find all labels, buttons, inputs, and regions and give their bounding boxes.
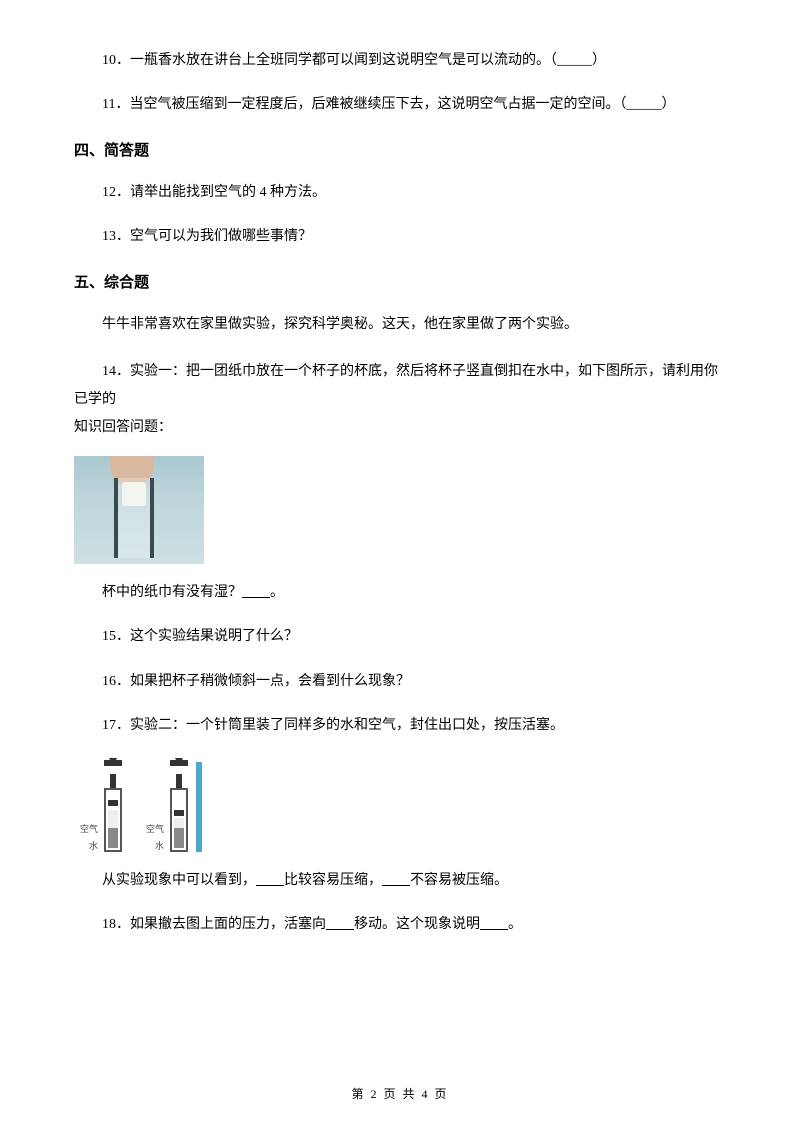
question-14: 14．实验一：把一团纸巾放在一个杯子的杯底，然后将杯子竖直倒扣在水中，如下图所示… xyxy=(74,358,726,442)
question-14-line2: 知识回答问题： xyxy=(74,420,172,435)
q14c-blank xyxy=(242,585,270,600)
q14c-pre: 杯中的纸巾有没有湿？ xyxy=(102,585,242,600)
section-5-intro: 牛牛非常喜欢在家里做实验，探究科学奥秘。这天，他在家里做了两个实验。 xyxy=(74,314,726,336)
section-5-heading: 五、综合题 xyxy=(74,271,726,292)
q14c-post: 。 xyxy=(270,585,284,600)
syringe-2 xyxy=(164,760,194,852)
question-13: 13．空气可以为我们做哪些事情？ xyxy=(74,226,726,248)
q17b-blank2 xyxy=(382,873,410,888)
label-water-1: 水 xyxy=(74,841,98,852)
question-12: 12．请举出能找到空气的 4 种方法。 xyxy=(74,182,726,204)
q18-pre: 18．如果撤去图上面的压力，活塞向 xyxy=(102,917,326,932)
syringe-1-group: 空气 水 xyxy=(74,760,128,852)
section-4-heading: 四、简答题 xyxy=(74,139,726,160)
question-15: 15．这个实验结果说明了什么？ xyxy=(74,626,726,648)
question-16: 16．如果把杯子稍微倾斜一点，会看到什么现象？ xyxy=(74,671,726,693)
experiment-1-figure xyxy=(74,456,726,564)
q18-post: 。 xyxy=(508,917,522,932)
syringe-1 xyxy=(98,760,128,852)
experiment-2-figure: 空气 水 空气 xyxy=(74,760,726,852)
question-10: 10．一瓶香水放在讲台上全班同学都可以闻到这说明空气是可以流动的。（_____） xyxy=(74,50,726,72)
page-footer: 第 2 页 共 4 页 xyxy=(0,1085,800,1102)
syringe-1-labels: 空气 水 xyxy=(74,778,98,852)
question-18: 18．如果撤去图上面的压力，活塞向 移动。这个现象说明 。 xyxy=(74,914,726,936)
tissue-shape xyxy=(122,482,146,506)
q18-blank1 xyxy=(326,917,354,932)
label-water-2: 水 xyxy=(140,841,164,852)
wall-shape xyxy=(196,762,202,852)
q17b-post: 不容易被压缩。 xyxy=(410,873,508,888)
q17b-mid: 比较容易压缩， xyxy=(284,873,382,888)
question-17: 17．实验二：一个针筒里装了同样多的水和空气，封住出口处，按压活塞。 xyxy=(74,715,726,737)
question-14-followup: 杯中的纸巾有没有湿？ 。 xyxy=(74,582,726,604)
q17b-pre: 从实验现象中可以看到， xyxy=(102,873,256,888)
syringe-2-labels: 空气 水 xyxy=(140,778,164,852)
question-17-followup: 从实验现象中可以看到， 比较容易压缩， 不容易被压缩。 xyxy=(74,870,726,892)
question-11: 11．当空气被压缩到一定程度后，后难被继续压下去，这说明空气占据一定的空间。（_… xyxy=(74,94,726,116)
cup-in-water-image xyxy=(74,456,204,564)
q17b-blank1 xyxy=(256,873,284,888)
label-air-1: 空气 xyxy=(74,824,98,835)
question-14-line1: 14．实验一：把一团纸巾放在一个杯子的杯底，然后将杯子竖直倒扣在水中，如下图所示… xyxy=(74,358,726,414)
page-content: 10．一瓶香水放在讲台上全班同学都可以闻到这说明空气是可以流动的。（_____）… xyxy=(0,0,800,936)
syringe-2-group: 空气 水 xyxy=(140,760,202,852)
q18-mid: 移动。这个现象说明 xyxy=(354,917,480,932)
label-air-2: 空气 xyxy=(140,824,164,835)
q18-blank2 xyxy=(480,917,508,932)
